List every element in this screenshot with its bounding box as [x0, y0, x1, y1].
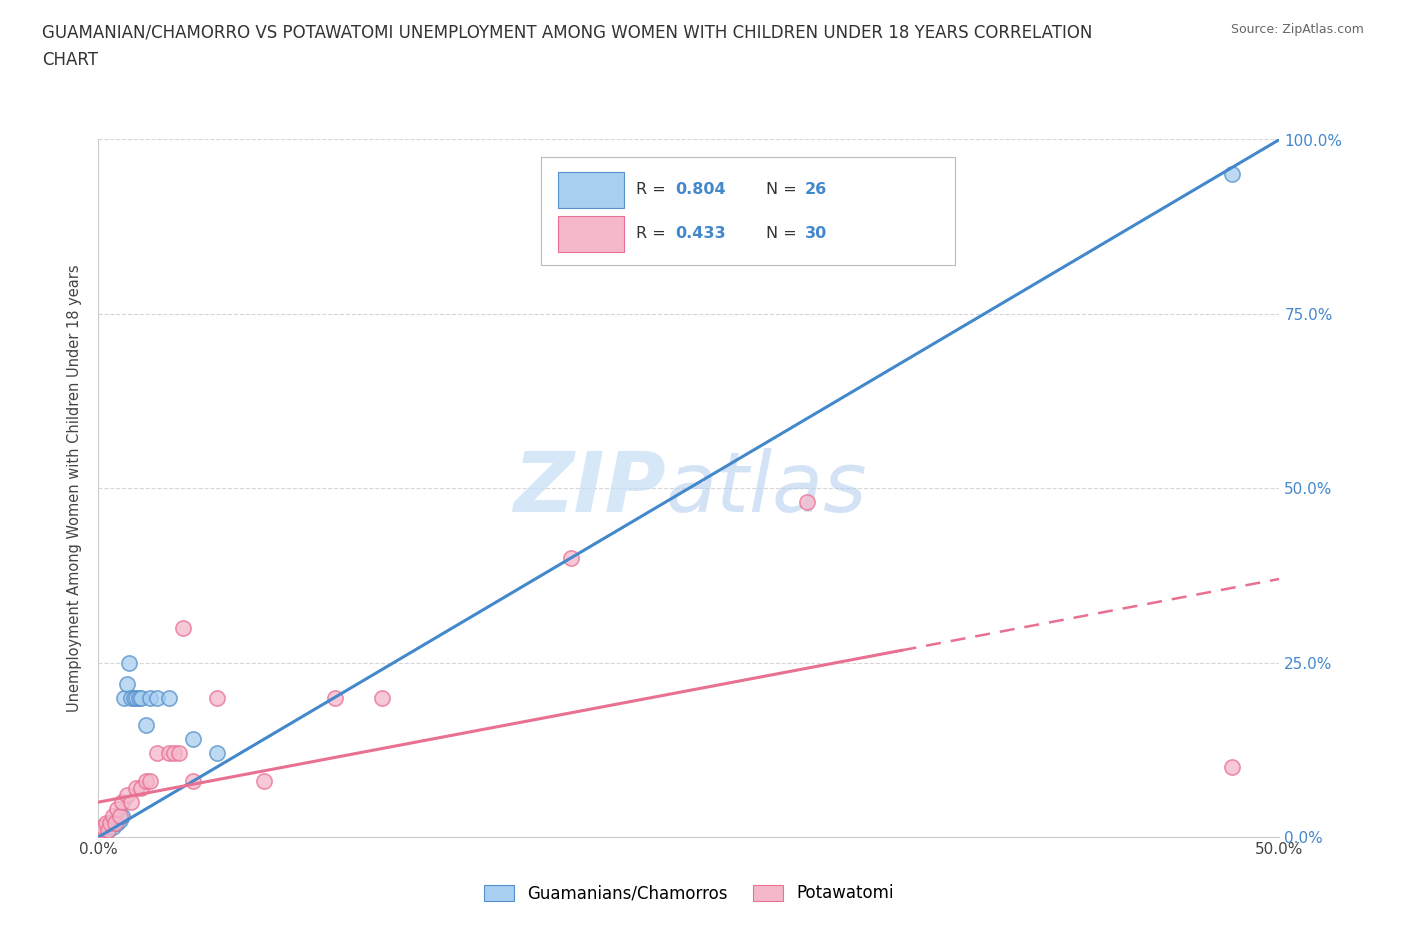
Point [125, 781, 148, 796]
Point [115, 788, 138, 803]
FancyBboxPatch shape [558, 217, 624, 252]
Point [1220, 167, 1243, 182]
Point [125, 690, 148, 705]
Text: GUAMANIAN/CHAMORRO VS POTAWATOMI UNEMPLOYMENT AMONG WOMEN WITH CHILDREN UNDER 18: GUAMANIAN/CHAMORRO VS POTAWATOMI UNEMPLO… [42, 23, 1092, 41]
Point [94, 819, 117, 834]
Text: R =: R = [636, 182, 671, 197]
Point [167, 746, 190, 761]
Point [104, 816, 127, 830]
Y-axis label: Unemployment Among Women with Children Under 18 years: Unemployment Among Women with Children U… [67, 264, 83, 712]
Point [91, 819, 114, 834]
Point [122, 690, 145, 705]
Point [146, 690, 169, 705]
Text: R =: R = [636, 226, 671, 241]
Point [87, 830, 110, 844]
Point [105, 816, 128, 830]
Point [1220, 760, 1243, 775]
Point [323, 690, 346, 705]
Point [157, 690, 180, 705]
Point [118, 656, 141, 671]
Point [104, 816, 127, 830]
Text: ZIP: ZIP [513, 447, 665, 529]
Point [108, 812, 131, 827]
Point [112, 690, 135, 705]
Point [91, 823, 114, 838]
Text: 0.804: 0.804 [675, 182, 725, 197]
Point [128, 690, 150, 705]
Point [205, 746, 228, 761]
Text: N =: N = [766, 226, 801, 241]
Point [111, 809, 134, 824]
Point [105, 802, 128, 817]
Point [157, 746, 180, 761]
Point [87, 830, 110, 844]
Point [90, 823, 112, 838]
Point [181, 732, 204, 747]
Point [139, 690, 162, 705]
Legend: Guamanians/Chamorros, Potawatomi: Guamanians/Chamorros, Potawatomi [478, 878, 900, 909]
Point [101, 819, 124, 834]
Text: Source: ZipAtlas.com: Source: ZipAtlas.com [1230, 23, 1364, 36]
Point [371, 690, 394, 705]
Point [111, 794, 134, 809]
Point [129, 690, 152, 705]
Text: 26: 26 [804, 182, 827, 197]
Point [560, 551, 582, 565]
Point [135, 774, 157, 789]
Text: atlas: atlas [665, 447, 868, 529]
Point [94, 816, 117, 830]
Point [98, 816, 121, 830]
Point [253, 774, 276, 789]
Text: 30: 30 [804, 226, 827, 241]
Point [172, 620, 194, 635]
Point [97, 823, 120, 838]
Point [115, 676, 138, 691]
Point [121, 690, 143, 705]
Point [135, 718, 157, 733]
Point [108, 809, 131, 824]
Point [181, 774, 204, 789]
Text: 0.433: 0.433 [675, 226, 725, 241]
FancyBboxPatch shape [541, 157, 955, 265]
Point [121, 794, 143, 809]
FancyBboxPatch shape [558, 172, 624, 208]
Point [163, 746, 186, 761]
Text: N =: N = [766, 182, 801, 197]
Point [146, 746, 169, 761]
Point [97, 823, 120, 838]
Point [205, 690, 228, 705]
Point [129, 781, 152, 796]
Text: CHART: CHART [42, 51, 98, 69]
Point [139, 774, 162, 789]
Point [98, 816, 121, 830]
Point [101, 809, 124, 824]
Point [90, 826, 112, 841]
Point [796, 495, 818, 510]
